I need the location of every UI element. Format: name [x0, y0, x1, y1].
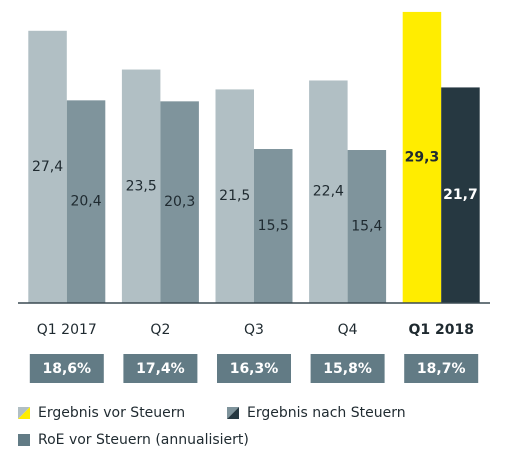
bar — [121, 69, 161, 303]
roe-label: 16,3% — [230, 361, 279, 377]
bar — [402, 11, 442, 303]
value-label: 22,4 — [313, 184, 344, 200]
bar — [28, 30, 67, 303]
bar — [160, 101, 199, 303]
x-tick-label: Q4 — [338, 322, 358, 338]
bar — [66, 100, 106, 303]
value-label: 15,4 — [351, 219, 382, 235]
x-tick-label: Q3 — [244, 322, 264, 338]
value-label: 20,4 — [70, 194, 101, 210]
bar — [254, 149, 293, 303]
value-label: 27,4 — [32, 159, 63, 175]
roe-label: 15,8% — [323, 361, 372, 377]
roe-badge — [217, 354, 291, 383]
legend-label: Ergebnis nach Steuern — [247, 405, 406, 421]
roe-badge — [123, 354, 198, 383]
bar — [215, 89, 254, 303]
value-label: 15,5 — [258, 218, 289, 234]
roe-label: 18,6% — [43, 361, 92, 377]
roe-label: 18,7% — [417, 361, 466, 377]
roe-badge — [404, 354, 479, 383]
value-label: 21,7 — [443, 187, 478, 203]
x-tick-label: Q2 — [150, 322, 170, 338]
roe-badge — [29, 354, 104, 383]
legend-label: RoE vor Steuern (annualisiert) — [38, 432, 249, 448]
value-label: 29,3 — [405, 149, 440, 165]
value-label: 21,5 — [219, 188, 250, 204]
bar — [347, 150, 387, 303]
value-label: 20,3 — [164, 194, 195, 210]
x-tick-label: Q1 2018 — [408, 322, 473, 338]
x-tick-label: Q1 2017 — [37, 322, 97, 338]
legend-swatch — [18, 434, 30, 446]
bar — [309, 80, 348, 304]
roe-badge — [310, 354, 385, 383]
value-label: 23,5 — [126, 178, 157, 194]
legend-swatch — [227, 407, 239, 419]
legend-swatch — [18, 407, 30, 419]
bar — [441, 87, 480, 304]
legend-label: Ergebnis vor Steuern — [38, 405, 185, 421]
roe-label: 17,4% — [136, 361, 185, 377]
